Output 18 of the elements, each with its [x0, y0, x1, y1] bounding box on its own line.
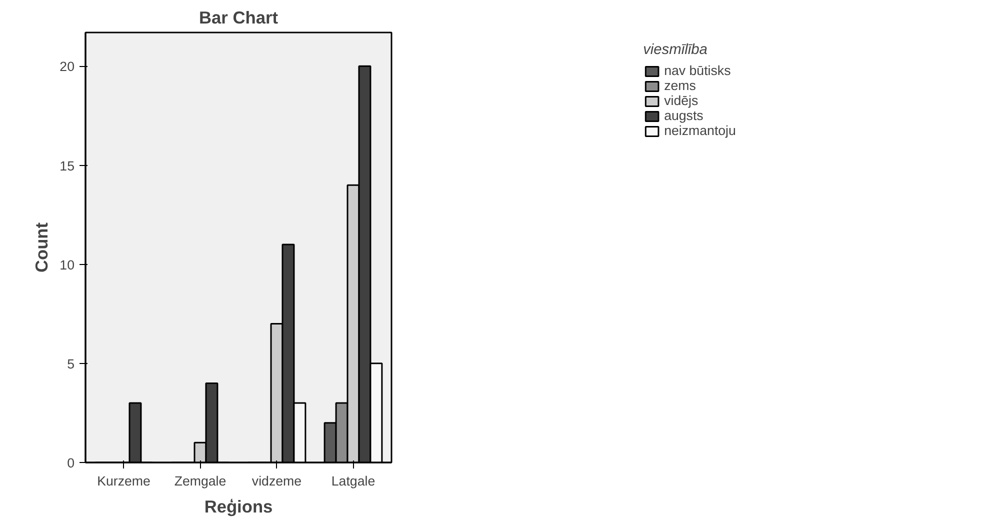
y-tick-label: 15 — [60, 158, 75, 174]
x-tick-label: Latgale — [331, 474, 376, 488]
legend-label: augsts — [664, 108, 704, 123]
x-axis-title: Reģions — [204, 496, 273, 516]
legend-label: nav būtisks — [664, 63, 731, 78]
legend-label: zems — [664, 78, 696, 93]
y-tick-label: 0 — [67, 456, 75, 470]
y-tick-label: 20 — [60, 59, 75, 74]
x-tick-label: vidzeme — [252, 474, 302, 488]
y-tick-label: 5 — [67, 356, 75, 372]
chart-title: Bar Chart — [199, 8, 278, 28]
legend-label: neizmantoju — [664, 123, 736, 138]
legend-title: viesmīlība — [643, 42, 708, 58]
legend-label: vidējs — [664, 93, 698, 108]
y-axis-title: Count — [32, 222, 52, 273]
y-tick-label: 10 — [60, 257, 75, 272]
x-tick-label: Zemgale — [174, 474, 226, 488]
x-tick-label: Kurzeme — [97, 474, 150, 488]
